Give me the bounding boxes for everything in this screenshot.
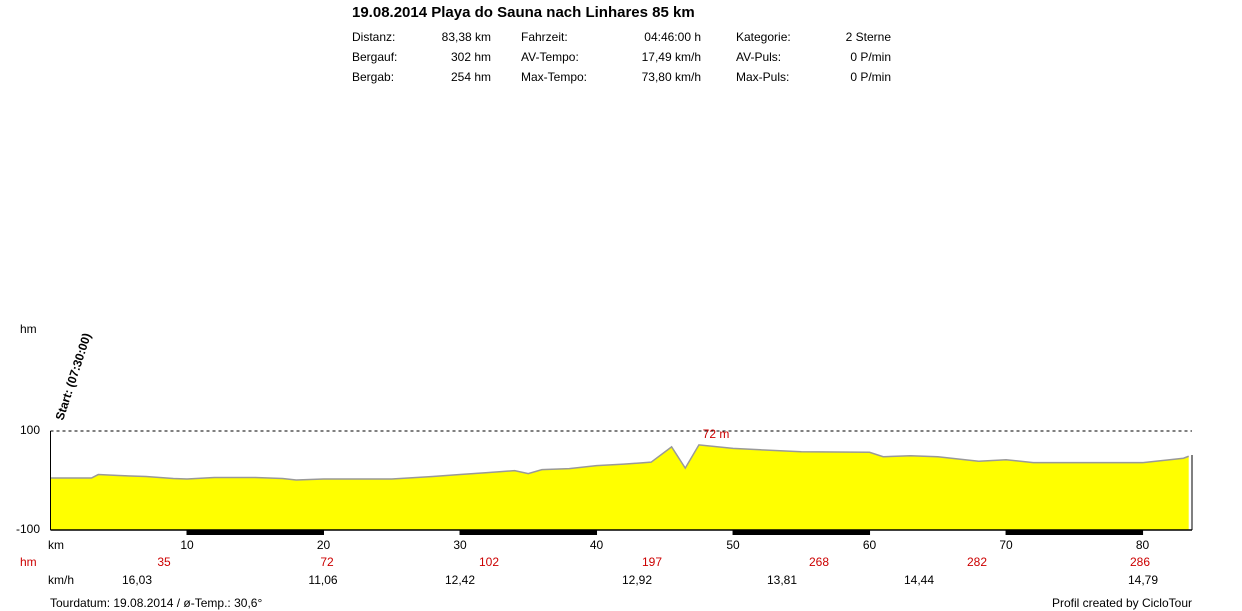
stat-cell: Kategorie:: [736, 30, 791, 44]
start-label: Start: (07:30:00): [53, 331, 94, 422]
hm-value: 268: [809, 555, 829, 569]
hm-value: 35: [157, 555, 171, 569]
stat-cell: 0 P/min: [850, 70, 891, 84]
x-axis-label: km: [48, 538, 64, 552]
x-tick-label: 40: [590, 538, 604, 552]
x-tick-label: 50: [726, 538, 740, 552]
stat-cell: Max-Puls:: [736, 70, 789, 84]
stat-cell: Distanz:: [352, 30, 395, 44]
stat-cell: AV-Tempo:: [521, 50, 579, 64]
stat-cell: 2 Sterne: [846, 30, 892, 44]
speed-value: 13,81: [767, 573, 797, 587]
footer-right: Profil created by CicloTour: [1052, 596, 1192, 610]
max-label: 72 m: [703, 427, 730, 441]
stat-cell: 17,49 km/h: [642, 50, 701, 64]
x-tick-label: 20: [317, 538, 331, 552]
hm-value: 102: [479, 555, 499, 569]
hm-value: 197: [642, 555, 662, 569]
km-segment: [733, 530, 870, 535]
hm-value: 282: [967, 555, 987, 569]
x-tick-label: 30: [453, 538, 467, 552]
y-axis-label: hm: [20, 322, 37, 336]
speed-value: 14,79: [1128, 573, 1158, 587]
stat-cell: Bergab:: [352, 70, 394, 84]
y-tick-label: -100: [16, 522, 40, 536]
stat-cell: 83,38 km: [442, 30, 491, 44]
stat-cell: 73,80 km/h: [642, 70, 701, 84]
km-segment: [1006, 530, 1143, 535]
speed-row-label: km/h: [48, 573, 74, 587]
km-segment: [460, 530, 597, 535]
stat-cell: 254 hm: [451, 70, 491, 84]
footer-left: Tourdatum: 19.08.2014 / ø-Temp.: 30,6°: [50, 596, 262, 610]
stat-cell: AV-Puls:: [736, 50, 781, 64]
stat-cell: 0 P/min: [850, 50, 891, 64]
x-tick-label: 70: [999, 538, 1013, 552]
hm-value: 286: [1130, 555, 1150, 569]
speed-value: 12,42: [445, 573, 475, 587]
stat-cell: 04:46:00 h: [644, 30, 701, 44]
stat-cell: Bergauf:: [352, 50, 397, 64]
y-tick-label: 100: [20, 423, 40, 437]
stat-cell: Max-Tempo:: [521, 70, 587, 84]
x-tick-label: 10: [180, 538, 194, 552]
hm-value: 72: [320, 555, 334, 569]
elevation-line: [50, 444, 1189, 481]
km-segment: [187, 530, 324, 535]
elevation-area: [50, 444, 1189, 530]
speed-value: 11,06: [308, 573, 337, 587]
chart-title: 19.08.2014 Playa do Sauna nach Linhares …: [352, 4, 695, 21]
stat-cell: 302 hm: [451, 50, 491, 64]
speed-value: 16,03: [122, 573, 152, 587]
hm-row-label: hm: [20, 555, 37, 569]
x-tick-label: 80: [1136, 538, 1150, 552]
x-tick-label: 60: [863, 538, 877, 552]
stat-cell: Fahrzeit:: [521, 30, 568, 44]
speed-value: 14,44: [904, 573, 934, 587]
speed-value: 12,92: [622, 573, 652, 587]
